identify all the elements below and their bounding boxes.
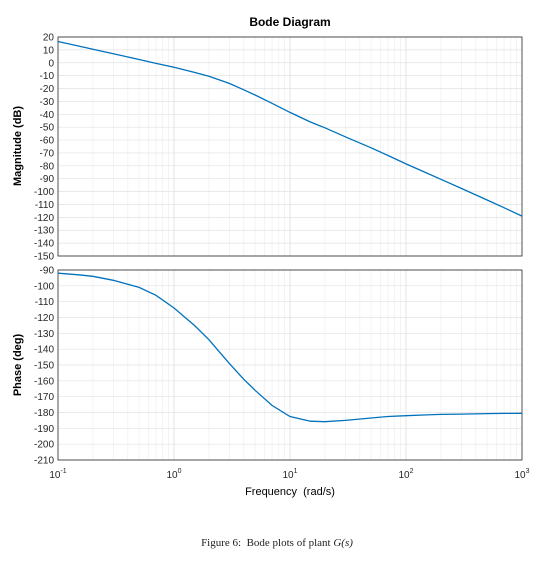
y-tick-label: 10: [43, 45, 55, 56]
y-tick-label: 0: [48, 58, 54, 69]
phase-axis-label: Phase (deg): [12, 333, 24, 396]
y-tick-label: -140: [34, 345, 54, 356]
frequency-axis-label: Frequency (rad/s): [245, 486, 335, 498]
y-tick-label: -120: [34, 313, 54, 324]
y-tick-label: -130: [34, 329, 54, 340]
y-tick-label: -130: [34, 226, 54, 237]
y-tick-label: -90: [40, 174, 55, 185]
x-tick-label: 103: [514, 468, 529, 481]
y-tick-label: -100: [34, 187, 54, 198]
chart-title: Bode Diagram: [249, 15, 330, 29]
y-tick-label: -160: [34, 376, 54, 387]
y-tick-label: -40: [40, 110, 55, 121]
phase-series-line: [57, 272, 523, 423]
magnitude-series-line: [57, 40, 523, 217]
x-tick-label: 102: [398, 468, 413, 481]
y-tick-label: -150: [34, 361, 54, 372]
y-tick-label: -100: [34, 281, 54, 292]
y-tick-label: -10: [40, 71, 55, 82]
phase-y-tick-labels: -90 -100 -110 -120 -130 -140 -150 -160 -170 -180 -…: [34, 266, 54, 467]
y-tick-label: -110: [35, 297, 55, 308]
x-tick-label: 100: [166, 468, 181, 481]
y-tick-label: -150: [34, 252, 54, 263]
y-tick-label: -60: [40, 136, 55, 147]
x-tick-label: 10-1: [49, 468, 66, 481]
y-tick-label: -140: [34, 239, 54, 250]
y-tick-label: -70: [40, 148, 55, 159]
caption-text: Figure 6: Bode plots of plant: [201, 537, 334, 549]
frequency-tick-labels: 10-1 100 101 102 103: [49, 468, 529, 481]
y-tick-label: -30: [40, 97, 55, 108]
y-tick-label: -210: [34, 456, 54, 467]
x-tick-label: 101: [282, 468, 297, 481]
magnitude-axis-label: Magnitude (dB): [12, 106, 24, 186]
phase-axes-box: [57, 269, 523, 461]
y-tick-label: -120: [34, 213, 54, 224]
phase-grid: [58, 269, 522, 461]
caption-math: G(s): [333, 537, 353, 549]
y-tick-label: -200: [34, 440, 54, 451]
magnitude-grid: [58, 36, 522, 257]
y-tick-label: -80: [40, 161, 55, 172]
y-tick-label: -190: [34, 424, 54, 435]
magnitude-axes-box: [57, 36, 523, 257]
figure-caption: Figure 6: Bode plots of plant G(s): [0, 537, 554, 549]
y-tick-label: 20: [43, 33, 55, 44]
y-tick-label: -180: [34, 408, 54, 419]
y-tick-label: -90: [40, 266, 55, 277]
y-tick-label: -110: [35, 200, 55, 211]
y-tick-label: -20: [40, 84, 55, 95]
y-tick-label: -50: [40, 123, 55, 134]
y-tick-label: -170: [34, 392, 54, 403]
